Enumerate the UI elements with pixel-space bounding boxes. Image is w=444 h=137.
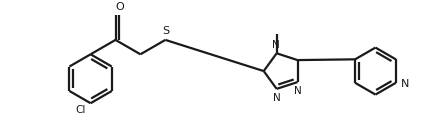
Text: N: N — [272, 40, 280, 50]
Text: S: S — [162, 26, 169, 36]
Text: N: N — [273, 93, 281, 103]
Text: N: N — [400, 79, 409, 89]
Text: N: N — [293, 86, 301, 96]
Text: O: O — [115, 2, 124, 12]
Text: Cl: Cl — [75, 105, 86, 115]
